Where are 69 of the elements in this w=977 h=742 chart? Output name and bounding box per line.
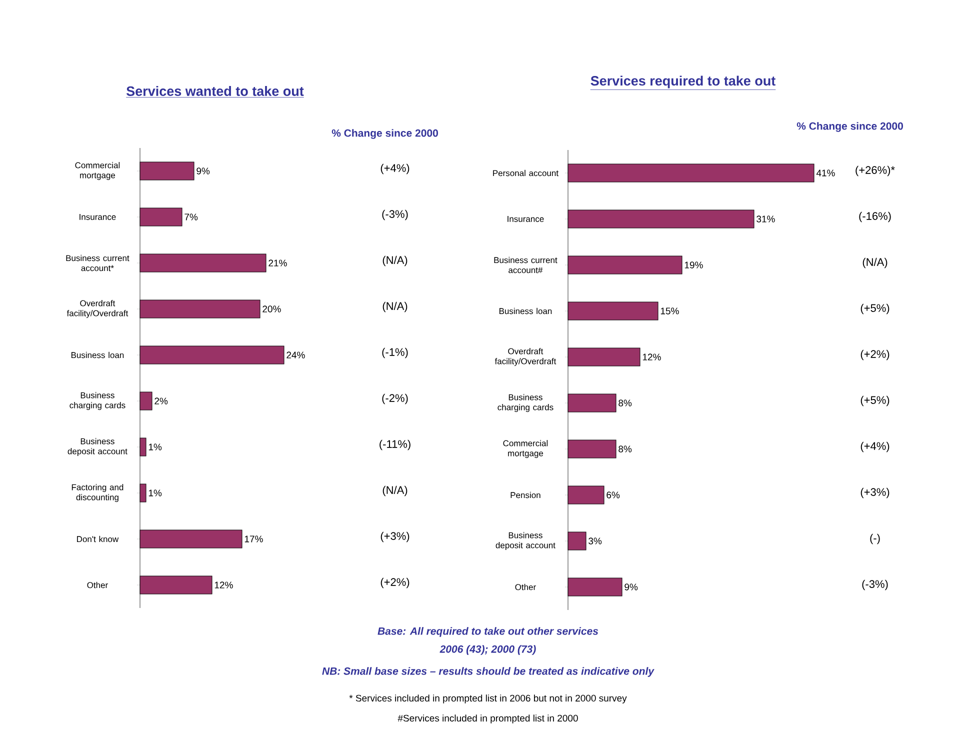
text: NB: Small base sizes – results should be treated as indicative only [322,667,654,677]
text: 2006 (43); 2000 (73) [440,645,536,655]
text: (-2%) [382,394,408,404]
data-label: 8% [618,400,632,406]
text: (+3%) [860,488,890,498]
y-tick-label: Overdraft facility/Overdraft [494,348,556,366]
text: (N/A) [862,258,888,268]
y-tick-label: Other [87,582,108,588]
chart-title: Services wanted to take out [126,86,304,96]
y-tick-label: Business loan [71,352,124,358]
text: (+4%) [380,164,410,174]
data-label: 20% [262,306,281,312]
text: (+5%) [860,396,890,406]
data-label: 15% [660,308,679,314]
data-label: 1% [148,444,162,450]
data-label: 1% [148,490,162,496]
y-tick-label: Other [515,584,536,590]
data-label: 9% [624,584,638,590]
y-tick-label: Insurance [80,214,116,220]
data-label: 6% [606,492,620,498]
data-label: 24% [286,352,305,358]
data-label: 3% [588,538,602,544]
y-tick-label: Insurance [508,216,544,222]
text: (+2%) [380,578,410,588]
y-tick-label: Commercial mortgage [503,440,548,458]
y-tick-label: Factoring and discounting [72,484,124,502]
text: % Change since 2000 [796,122,903,132]
text: (+3%) [380,532,410,542]
text: (N/A) [382,256,408,266]
y-tick-label: Business charging cards [498,394,554,412]
y-tick-label: Business loan [499,308,552,314]
text: (+2%) [860,350,890,360]
y-tick-label: Personal account [493,170,558,176]
y-tick-label: Business deposit account [68,438,128,456]
y-tick-label: Don't know [77,536,119,542]
data-label: 31% [756,216,775,222]
y-tick-label: Overdraft facility/Overdraft [66,300,128,318]
text: (+26%)* [856,166,895,176]
y-tick-label: Business charging cards [70,392,126,410]
text: (-11%) [380,440,410,450]
text: * Services included in prompted list in 2006 but not in 2000 survey [349,694,627,704]
data-label: 12% [642,354,661,360]
text: (N/A) [382,486,408,496]
text: (N/A) [382,302,408,312]
text: (-1%) [382,348,408,358]
text: % Change since 2000 [332,129,438,139]
y-tick-label: Business current account# [494,256,558,274]
text: (-3%) [382,210,408,220]
text: (-3%) [862,580,888,590]
text: (-) [870,534,880,544]
text: Base: All required to take out other services [378,627,598,637]
data-label: 17% [244,536,263,542]
y-tick-label: Business deposit account [496,532,556,550]
data-label: 21% [268,260,287,266]
y-tick-label: Business current account* [66,254,130,272]
data-label: 9% [196,168,210,174]
data-label: 7% [184,214,198,220]
chart-title: Services required to take out [590,76,776,88]
y-tick-label: Pension [510,492,540,498]
data-label: 12% [214,582,233,588]
data-label: 41% [816,170,835,176]
data-label: 2% [154,398,168,404]
data-label: 8% [618,446,632,452]
text: (+5%) [860,304,890,314]
data-label: 19% [684,262,703,268]
text: (-16%) [859,212,891,222]
y-tick-label: Commercial mortgage [75,162,120,180]
text: #Services included in prompted list in 2000 [398,714,578,724]
text: (+4%) [860,442,890,452]
